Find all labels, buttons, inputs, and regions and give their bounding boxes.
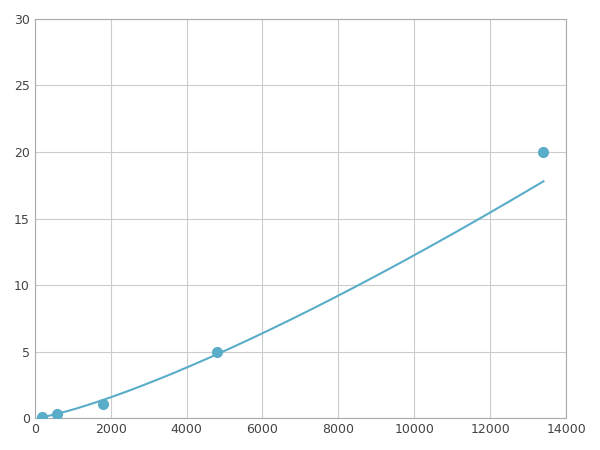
Point [212, 348, 221, 356]
Point [53, 411, 62, 418]
Point [37, 413, 47, 420]
Point [98, 400, 108, 407]
Point [539, 148, 548, 156]
